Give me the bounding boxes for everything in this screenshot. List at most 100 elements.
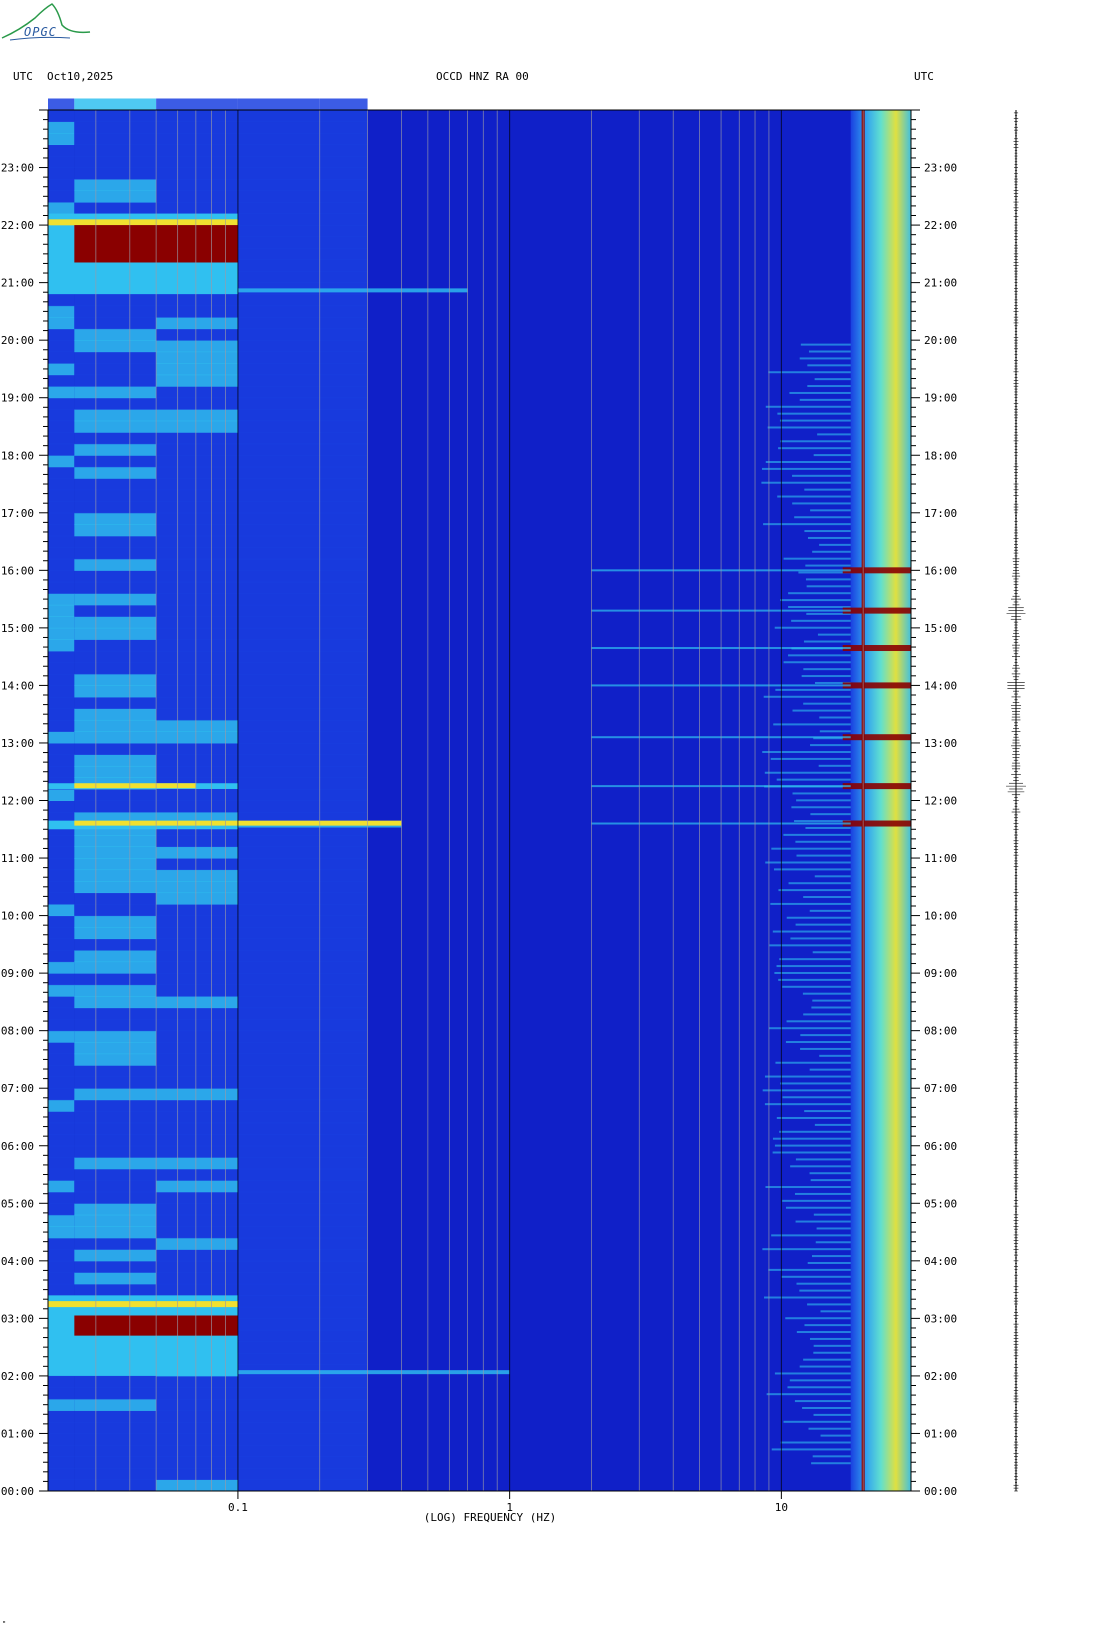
hf-stripe <box>809 1337 851 1340</box>
band-strip-4 <box>319 754 368 767</box>
hf-stripe <box>776 1116 851 1119</box>
band-strip-2 <box>156 1180 238 1193</box>
hf-stripe <box>795 1158 851 1161</box>
band-strip-0 <box>48 1375 75 1388</box>
band-strip-3 <box>237 881 320 894</box>
hf-stripe <box>813 454 851 457</box>
band-strip-0 <box>48 984 75 997</box>
hf-stripe <box>768 1027 851 1030</box>
y-tick-label-left: 08:00 <box>1 1025 34 1038</box>
band-strip-1 <box>74 547 157 560</box>
hf-stripe <box>789 391 851 394</box>
band-strip-2 <box>156 144 238 157</box>
y-tick-label-left: 09:00 <box>1 967 34 980</box>
hf-stripe <box>788 606 851 609</box>
band-strip-2 <box>156 1030 238 1043</box>
band-strip-1 <box>74 616 157 629</box>
band-strip-4 <box>319 1099 368 1112</box>
frequency-axis: 0.1 1 10 <box>228 1491 788 1514</box>
band-strip-4 <box>319 1456 368 1469</box>
band-strip-1 <box>74 673 157 686</box>
band-strip-0 <box>48 328 75 341</box>
hf-stripe <box>803 1358 851 1361</box>
band-strip-4 <box>319 1329 368 1342</box>
hf-stripe <box>772 1137 851 1140</box>
hf-stripe <box>802 992 851 995</box>
y-tick-label-right: 14:00 <box>924 679 957 692</box>
band-strip-0 <box>48 1479 75 1492</box>
band-strip-2 <box>156 950 238 963</box>
y-tick-label-right: 09:00 <box>924 967 957 980</box>
band-strip-2 <box>156 938 238 951</box>
y-tick-label-right: 08:00 <box>924 1025 957 1038</box>
band-strip-4 <box>319 593 368 606</box>
band-strip-2 <box>156 1226 238 1239</box>
opgc-logo: OPGC <box>0 0 95 49</box>
y-tick-label-left: 02:00 <box>1 1370 34 1383</box>
hf-stripe <box>809 909 851 912</box>
band-strip-3 <box>237 719 320 732</box>
band-strip-0 <box>48 340 75 353</box>
band-strip-0 <box>48 1467 75 1480</box>
y-tick-label-left: 14:00 <box>1 679 34 692</box>
band-strip-1 <box>74 1260 157 1273</box>
band-strip-4 <box>319 144 368 157</box>
band-strip-3 <box>237 1145 320 1158</box>
band-strip-4 <box>319 581 368 594</box>
band-strip-0 <box>48 1272 75 1285</box>
hf-stripe <box>781 1275 851 1278</box>
band-strip-2 <box>156 604 238 617</box>
band-strip-4 <box>319 1042 368 1055</box>
hf-stripe <box>791 619 851 622</box>
hf-stripe <box>779 1130 851 1133</box>
band-strip-3 <box>237 593 320 606</box>
band-strip-2 <box>156 1053 238 1066</box>
band-strip-1 <box>74 558 157 571</box>
band-strip-3 <box>237 639 320 652</box>
band-strip-0 <box>48 478 75 491</box>
band-strip-2 <box>156 1099 238 1112</box>
band-strip-3 <box>237 777 320 790</box>
band-strip-3 <box>237 558 320 571</box>
band-strip-1 <box>74 409 157 422</box>
hf-stripe <box>808 350 851 353</box>
band-strip-1 <box>74 420 157 433</box>
band-strip-2 <box>156 719 238 732</box>
band-strip-0 <box>48 858 75 871</box>
hf-stripe <box>775 1061 851 1064</box>
band-strip-4 <box>319 996 368 1009</box>
band-strip-0 <box>48 881 75 894</box>
band-strip-2 <box>156 881 238 894</box>
band-strip-4 <box>319 1076 368 1089</box>
band-strip-1 <box>74 662 157 675</box>
event-2100-tail <box>237 288 468 293</box>
band-strip-0 <box>48 1421 75 1434</box>
band-strip-0 <box>48 627 75 640</box>
band-strip-4 <box>319 696 368 709</box>
band-strip-2 <box>156 1168 238 1181</box>
hf-stripe <box>792 709 851 712</box>
band-strip-4 <box>319 1019 368 1032</box>
band-strip-1 <box>74 846 157 859</box>
time-axis: 00:00 00:00 01:00 01:00 02:00 02:00 03:00 03:00… <box>1 109 957 1498</box>
high-band-fill <box>850 110 911 1491</box>
band-strip-3 <box>237 455 320 468</box>
hf-stripe <box>763 523 851 526</box>
hf-stripe <box>794 516 851 519</box>
band-strip-4 <box>319 1318 368 1331</box>
band-strip-3 <box>237 489 320 502</box>
band-strip-2 <box>156 639 238 652</box>
band-strip-4 <box>319 259 368 272</box>
hf-stripe <box>803 640 851 643</box>
hf-stripe <box>764 1296 851 1299</box>
band-strip-0 <box>48 1456 75 1469</box>
band-strip-3 <box>237 1099 320 1112</box>
hf-stripe <box>807 385 851 388</box>
band-strip-0 <box>48 202 75 215</box>
band-strip-0 <box>48 1065 75 1078</box>
hf-stripe <box>820 1434 851 1437</box>
band-strip-0 <box>48 409 75 422</box>
band-strip-3 <box>237 535 320 548</box>
band-strip-1 <box>74 524 157 537</box>
hf-stripe <box>812 999 851 1002</box>
